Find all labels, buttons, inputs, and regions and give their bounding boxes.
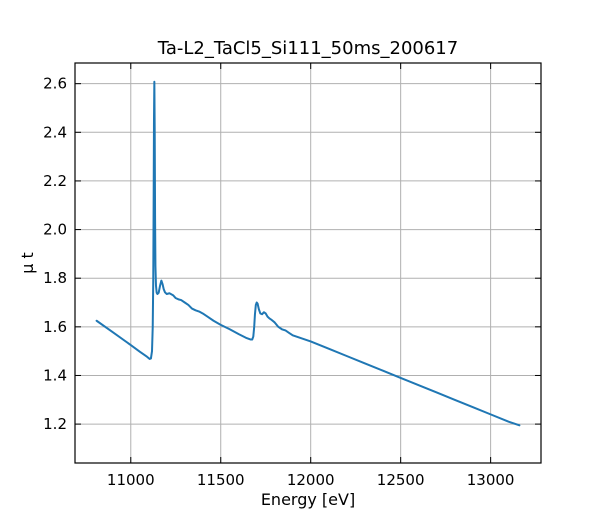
y-tick-label: 1.4: [43, 366, 67, 384]
y-tick-label: 2.0: [43, 221, 67, 239]
y-tick-label: 2.2: [43, 172, 67, 190]
y-tick-label: 2.6: [43, 75, 67, 93]
y-tick-label: 1.6: [43, 318, 67, 336]
y-tick-label: 2.4: [43, 123, 67, 141]
series-line: [95, 80, 521, 427]
tick-layer: 11000 11500 12000 12500 13000 1.2 1.4 1.6 1.8 2.0…: [43, 63, 541, 489]
x-tick-label: 12000: [287, 471, 335, 489]
chart-title: Ta-L2_TaCl5_Si111_50ms_200617: [157, 38, 458, 59]
x-tick-label: 11500: [197, 471, 245, 489]
series-layer: [95, 80, 521, 427]
x-tick-label: 11000: [107, 471, 155, 489]
grid-layer: [75, 63, 541, 463]
x-axis-label: Energy [eV]: [261, 490, 355, 509]
y-tick-label: 1.2: [43, 415, 67, 433]
x-tick-label: 13000: [467, 471, 515, 489]
plot-frame: [74, 62, 542, 464]
y-axis-label: μ t: [18, 252, 37, 274]
x-tick-label: 12500: [377, 471, 425, 489]
y-tick-label: 1.8: [43, 269, 67, 287]
